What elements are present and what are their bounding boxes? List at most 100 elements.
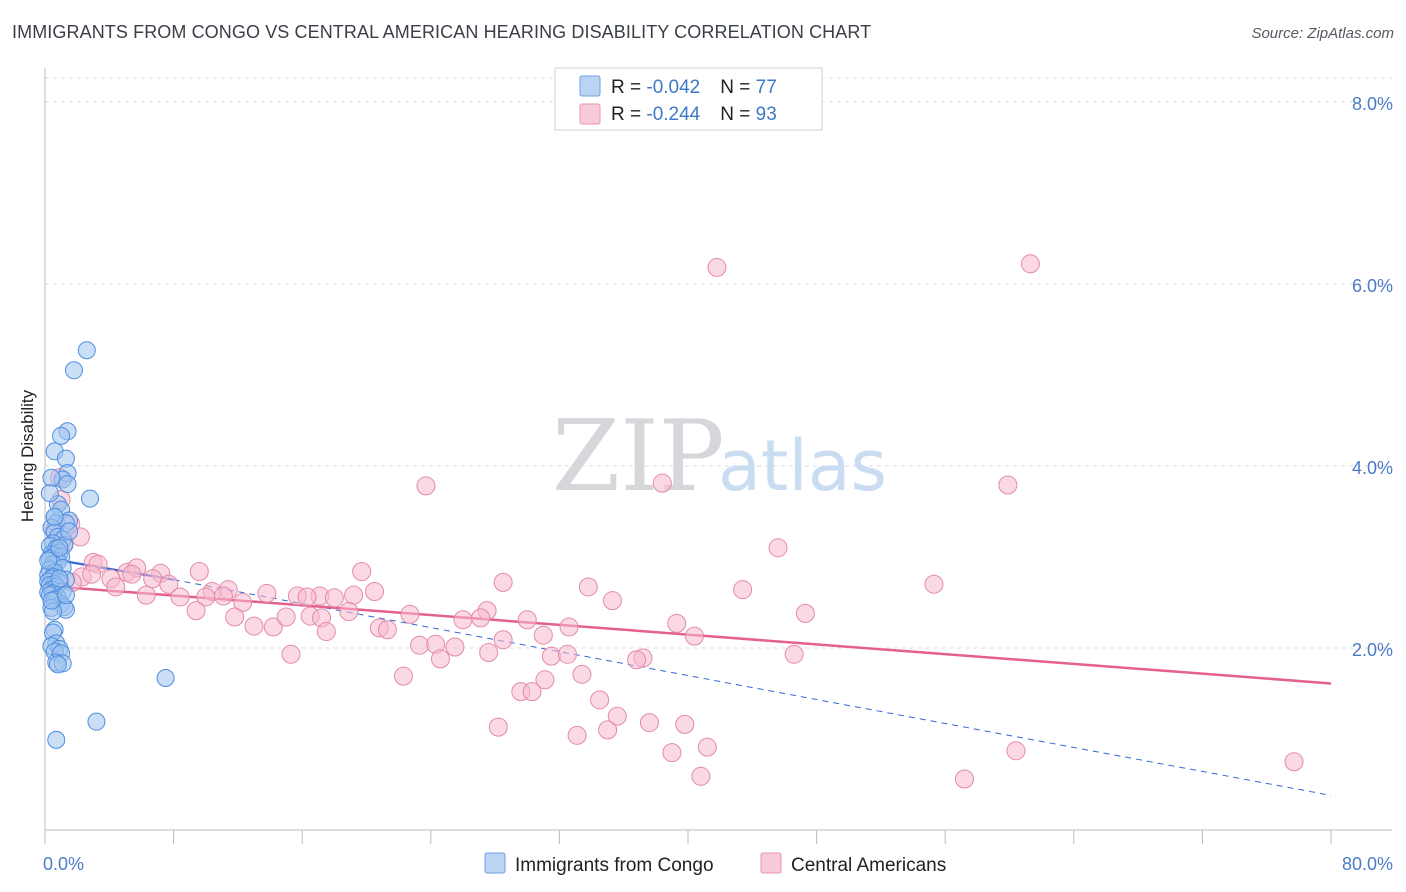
central-americans-point-11 (768, 538, 788, 558)
x-tick-label-max: 80.0% (1342, 854, 1393, 874)
central-americans-point-71 (281, 644, 301, 664)
central-americans-point-58 (517, 610, 537, 630)
central-americans-point-86 (488, 717, 508, 737)
legend-row-1: R = -0.042 N = 77 (611, 77, 777, 98)
central-americans-point-78 (535, 670, 555, 690)
central-americans-point-56 (453, 610, 473, 630)
bottom-legend-label-congo: Immigrants from Congo (515, 855, 714, 876)
central-americans-point-81 (522, 682, 542, 702)
central-americans-point-33 (733, 580, 753, 600)
central-americans-point-85 (675, 714, 695, 734)
watermark-zip: ZIP (552, 400, 725, 514)
central-americans-point-47 (795, 603, 815, 623)
legend-row-2: R = -0.244 N = 93 (611, 104, 777, 125)
central-americans-point-17 (189, 561, 209, 581)
central-americans-point-10 (998, 475, 1018, 495)
central-americans-point-89 (697, 737, 717, 757)
central-americans-point-65 (445, 637, 465, 657)
central-americans-point-30 (365, 582, 385, 602)
congo-point-71 (39, 551, 58, 570)
central-americans-point-26 (257, 583, 277, 603)
central-americans-point-87 (567, 725, 587, 745)
central-americans-point-51 (276, 607, 296, 627)
central-americans-point-1 (1020, 254, 1040, 274)
bottom-legend-label-central-americans: Central Americans (791, 855, 946, 876)
central-americans-point-50 (263, 617, 283, 637)
congo-trend-dashed (173, 579, 1332, 796)
congo-point-1 (64, 361, 83, 380)
y-tick-labels: 2.0% 4.0% 6.0% 8.0% (1352, 94, 1393, 660)
central-americans-point-84 (639, 713, 659, 733)
legend-box: R = -0.042 N = 77 R = -0.244 N = 93 (554, 67, 823, 131)
central-americans-point-68 (533, 625, 553, 645)
central-americans-point-55 (377, 620, 397, 640)
central-americans-point-73 (541, 646, 561, 666)
central-americans-point-90 (662, 743, 682, 763)
congo-point-74 (50, 569, 69, 588)
central-americans-point-59 (559, 617, 579, 637)
central-americans-point-93 (691, 766, 711, 786)
central-americans-point-35 (106, 577, 126, 597)
central-americans-point-94 (954, 769, 974, 789)
chart-source: Source: ZipAtlas.com (1251, 25, 1394, 42)
central-americans-point-32 (578, 577, 598, 597)
central-americans-point-0 (707, 257, 727, 277)
central-americans-point-82 (590, 690, 610, 710)
central-americans-points (45, 254, 1304, 789)
chart-title: IMMIGRANTS FROM CONGO VS CENTRAL AMERICA… (12, 22, 872, 42)
congo-points (39, 341, 175, 749)
y-tick-label-0: 2.0% (1352, 640, 1393, 660)
central-americans-point-29 (344, 585, 364, 605)
central-americans-point-57 (471, 608, 491, 628)
congo-point-0 (77, 341, 96, 360)
congo-point-69 (47, 730, 66, 749)
central-americans-point-66 (479, 642, 499, 662)
central-americans-point-18 (352, 561, 372, 581)
central-americans-point-21 (122, 564, 142, 584)
bottom-legend-swatch-pink (760, 852, 782, 874)
central-americans-point-36 (136, 585, 156, 605)
central-americans-point-43 (339, 602, 359, 622)
central-americans-point-92 (1284, 752, 1304, 772)
central-americans-point-72 (430, 649, 450, 669)
central-americans-point-79 (572, 664, 592, 684)
central-americans-point-77 (393, 666, 413, 686)
central-americans-point-37 (170, 587, 190, 607)
central-americans-point-63 (410, 635, 430, 655)
central-americans-point-74 (557, 644, 577, 664)
congo-point-3 (52, 426, 71, 445)
congo-point-72 (60, 522, 79, 541)
central-americans-point-40 (233, 592, 253, 612)
legend-swatch-pink (579, 103, 601, 125)
central-americans-point-69 (684, 626, 704, 646)
congo-point-76 (45, 507, 64, 526)
y-axis-title: Hearing Disability (18, 389, 37, 522)
x-tick-label-min: 0.0% (43, 854, 84, 874)
bottom-legend: Immigrants from Congo Central Americans (484, 852, 946, 876)
central-americans-point-91 (1006, 741, 1026, 761)
y-tick-label-2: 6.0% (1352, 276, 1393, 296)
x-tick-labels: 0.0% 80.0% (43, 854, 1393, 874)
congo-point-67 (156, 668, 175, 687)
congo-point-68 (87, 712, 106, 731)
central-americans-point-83 (607, 706, 627, 726)
legend-swatch-blue (579, 75, 601, 97)
gridlines (45, 77, 1392, 649)
central-americans-point-46 (602, 591, 622, 611)
watermark-atlas: atlas (718, 425, 887, 507)
congo-point-66 (48, 655, 67, 674)
central-americans-point-42 (324, 588, 344, 608)
central-americans-point-48 (186, 601, 206, 621)
central-americans-point-23 (159, 574, 179, 594)
axes (44, 68, 1392, 844)
y-tick-label-1: 4.0% (1352, 458, 1393, 478)
y-tick-label-3: 8.0% (1352, 94, 1393, 114)
central-americans-point-31 (493, 572, 513, 592)
congo-point-70 (50, 538, 69, 557)
central-americans-point-95 (82, 564, 102, 584)
congo-point-9 (58, 475, 77, 494)
central-americans-point-22 (143, 569, 163, 589)
congo-point-13 (40, 484, 59, 503)
central-americans-point-8 (416, 476, 436, 496)
